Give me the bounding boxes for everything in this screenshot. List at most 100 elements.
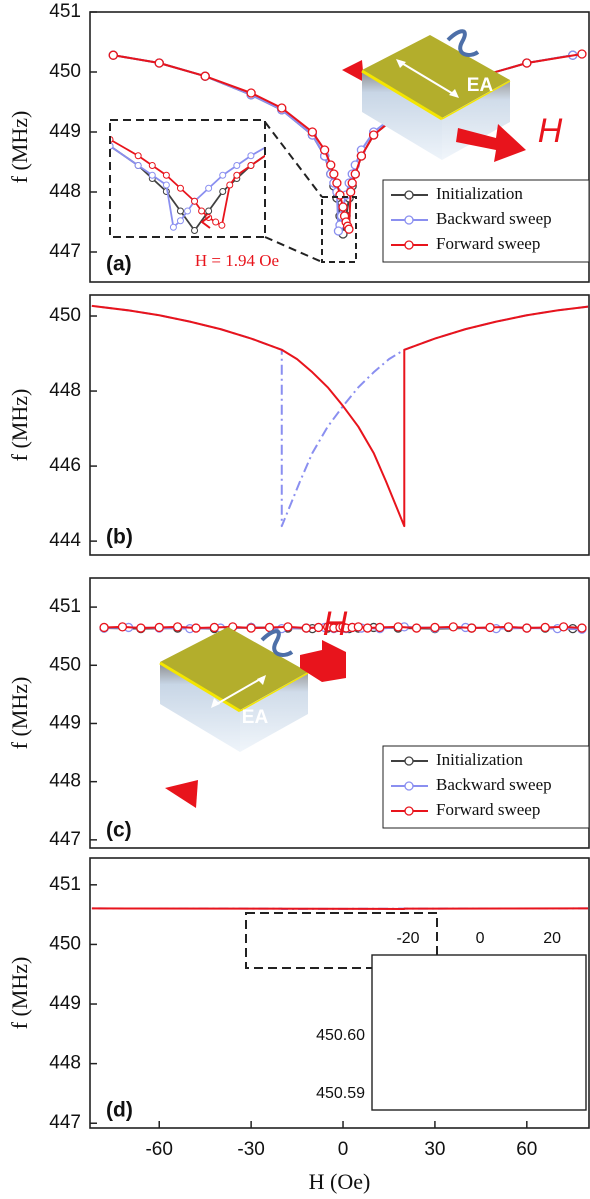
- inset-marker: [192, 228, 198, 234]
- panel-label: (d): [106, 1099, 133, 1122]
- plot-area: [92, 908, 588, 909]
- marker: [468, 624, 476, 632]
- y-tick-label: 448: [49, 771, 81, 792]
- inset-x-tick-label: 0: [476, 930, 485, 947]
- marker: [578, 624, 586, 632]
- y-tick-label: 450: [49, 305, 81, 326]
- marker: [376, 623, 384, 631]
- panel-label: (b): [106, 526, 133, 549]
- y-tick-label: 446: [49, 455, 81, 476]
- inset-marker: [332, 120, 338, 126]
- x-tick-label: -60: [145, 1139, 172, 1160]
- inset-marker: [219, 222, 225, 228]
- marker: [315, 623, 323, 631]
- marker: [348, 179, 356, 187]
- y-tick-label: 451: [49, 596, 81, 617]
- inset-x-tick-label: -20: [396, 930, 419, 947]
- inset-marker: [177, 208, 183, 214]
- panel-label: (a): [106, 253, 132, 276]
- y-tick-label: 450: [49, 654, 81, 675]
- marker: [333, 179, 341, 187]
- marker: [109, 51, 117, 59]
- legend-label: Backward sweep: [436, 209, 552, 228]
- x-axis-label: H (Oe): [309, 1169, 371, 1194]
- y-axis-label: f (MHz): [7, 389, 32, 462]
- inset-marker: [227, 182, 233, 188]
- y-tick-label: 449: [49, 993, 81, 1014]
- inset-marker: [135, 153, 141, 159]
- marker: [155, 623, 163, 631]
- inset-marker: [185, 208, 191, 214]
- marker: [449, 623, 457, 631]
- marker: [394, 623, 402, 631]
- marker: [364, 624, 372, 632]
- marker: [431, 623, 439, 631]
- marker: [137, 624, 145, 632]
- inset-marker: [163, 172, 169, 178]
- x-tick-label: 60: [516, 1139, 537, 1160]
- marker: [523, 59, 531, 67]
- page: {"chart_data": [ {"type": "line", "marke…: [0, 0, 590, 1199]
- inset-marker: [177, 185, 183, 191]
- plot-area: [92, 306, 588, 526]
- inset-frame: [372, 955, 586, 1110]
- y-tick-label: 447: [49, 829, 81, 850]
- inset-y-tick-label: 450.60: [316, 1027, 365, 1044]
- marker: [247, 624, 255, 632]
- inset-marker: [213, 219, 219, 225]
- y-tick-label: 448: [49, 181, 81, 202]
- marker: [370, 131, 378, 139]
- field-label: H: [538, 112, 563, 150]
- inset-marker: [149, 163, 155, 169]
- legend-marker: [405, 191, 413, 199]
- marker: [155, 59, 163, 67]
- y-tick-label: 451: [49, 874, 81, 895]
- marker: [560, 623, 568, 631]
- legend-marker: [405, 782, 413, 790]
- marker: [351, 170, 359, 178]
- legend-marker: [405, 757, 413, 765]
- inset-y-tick-label: 450.59: [316, 1085, 365, 1102]
- marker: [321, 146, 329, 154]
- marker: [247, 89, 255, 97]
- inset-marker: [220, 189, 226, 195]
- legend-label: Initialization: [436, 184, 523, 203]
- figure: 447 448 449 450 451 f (MHz) (a) Initialization B…: [0, 0, 590, 1199]
- inset-marker: [220, 172, 226, 178]
- series-line: [92, 306, 588, 526]
- inset-marker: [170, 224, 176, 230]
- ea-label: EA: [467, 75, 494, 96]
- inset-marker: [234, 172, 240, 178]
- inset-x-tick-label: 20: [543, 930, 561, 947]
- marker: [347, 188, 355, 196]
- legend-marker: [405, 807, 413, 815]
- y-tick-label: 448: [49, 380, 81, 401]
- y-tick-label: 447: [49, 241, 81, 262]
- inset-marker: [332, 117, 338, 123]
- inset-marker: [135, 163, 141, 169]
- legend-label: Forward sweep: [436, 234, 540, 253]
- marker: [327, 161, 335, 169]
- y-tick-label: 450: [49, 933, 81, 954]
- y-tick-label: 447: [49, 1112, 81, 1133]
- inset-marker: [163, 182, 169, 188]
- legend-label: Backward sweep: [436, 775, 552, 794]
- marker: [345, 225, 353, 233]
- marker: [308, 128, 316, 136]
- inset-marker: [248, 163, 254, 169]
- marker: [339, 203, 347, 211]
- marker: [278, 104, 286, 112]
- plot-frame: [90, 295, 589, 555]
- series-line: [92, 908, 588, 909]
- marker: [541, 623, 549, 631]
- inset-marker: [248, 153, 254, 159]
- y-axis-label: f (MHz): [7, 957, 32, 1030]
- y-tick-label: 449: [49, 712, 81, 733]
- y-tick-label: 449: [49, 121, 81, 142]
- marker: [201, 72, 209, 80]
- marker: [357, 152, 365, 160]
- inset-marker: [206, 208, 212, 214]
- marker: [504, 623, 512, 631]
- marker: [174, 623, 182, 631]
- inset-marker: [149, 172, 155, 178]
